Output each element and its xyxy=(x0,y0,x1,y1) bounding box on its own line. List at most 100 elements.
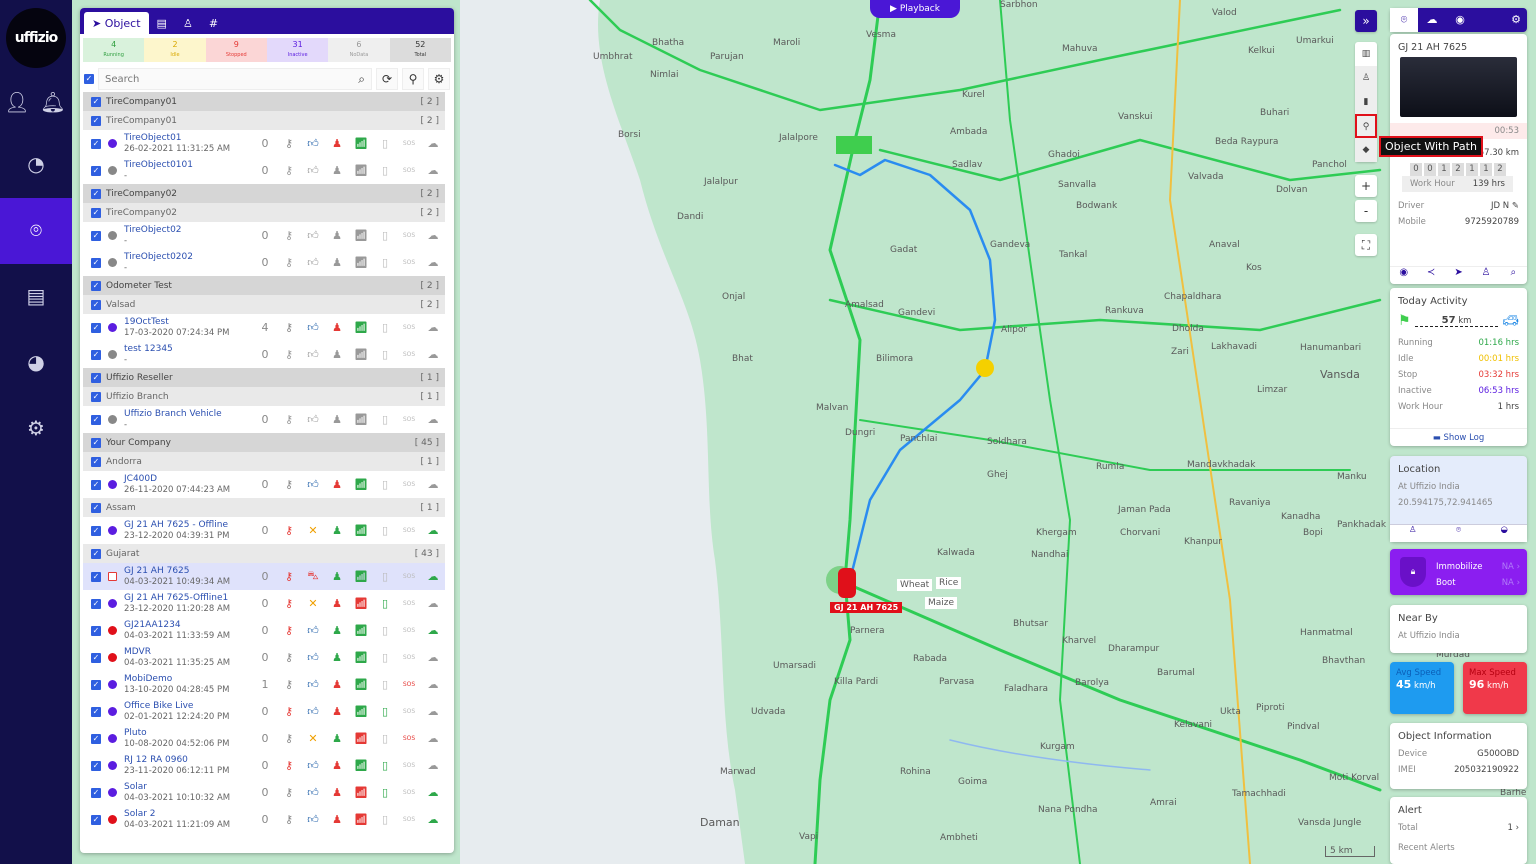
tab-object[interactable]: ➤ Object xyxy=(84,12,149,34)
search-icon[interactable]: ⌕ xyxy=(358,71,365,86)
add-pin-icon[interactable]: ⌾ xyxy=(1455,525,1462,535)
row-checkbox[interactable]: ✓ xyxy=(91,96,101,107)
object-name[interactable]: Office Bike Live xyxy=(124,700,194,711)
grid-icon[interactable]: # xyxy=(208,16,219,30)
object-row[interactable]: ✓ Solar 2 04-03-2021 11:21:09 AM 0 ⚷ 👍︎ ♟ 📶︎ ▯ SO… xyxy=(83,806,445,833)
object-name[interactable]: test 12345 xyxy=(124,343,173,354)
object-name[interactable]: GJ 21 AH 7625 xyxy=(124,565,190,576)
road-icon[interactable]: ▮ xyxy=(1355,90,1377,114)
subgroup-row[interactable]: ✓ TireCompany01 [ 2 ] xyxy=(83,111,445,130)
fullscreen-icon[interactable]: ⛶ xyxy=(1355,234,1377,256)
row-checkbox[interactable]: ✓ xyxy=(91,571,101,582)
sos-icon[interactable]: SOS xyxy=(402,416,416,423)
object-row[interactable]: ✓ TireObject0101- 0 ⚷ 👍︎ ♟ 📶︎ ▯ SOS ☁ xyxy=(83,157,445,184)
subgroup-row[interactable]: ✓ Assam [ 1 ] xyxy=(83,498,445,517)
object-name[interactable]: 19OctTest xyxy=(124,316,169,327)
object-row[interactable]: ✓ Uffizio Branch Vehicle - 0 ⚷ 👍︎ ♟ 📶︎ ▯ SOS ☁ xyxy=(83,406,445,433)
row-checkbox[interactable]: ✓ xyxy=(91,502,101,513)
stat-running[interactable]: 4 Running xyxy=(83,38,145,62)
row-checkbox[interactable]: ✓ xyxy=(91,188,101,199)
sos-icon[interactable]: SOS xyxy=(402,573,416,580)
search-location-icon[interactable]: ⌕ xyxy=(1510,267,1517,278)
sos-icon[interactable]: SOS xyxy=(402,167,416,174)
sos-icon[interactable]: SOS xyxy=(402,324,416,331)
object-row[interactable]: ✓ GJ 21 AH 7625 - Offline 23-12-2020 04:39… xyxy=(83,517,445,544)
object-name[interactable]: Pluto xyxy=(124,727,147,738)
logo[interactable]: uffizio xyxy=(6,8,66,68)
marker-rice[interactable]: Rice xyxy=(936,577,962,589)
object-row[interactable]: ✓ GJ 21 AH 7625 04-03-2021 10:49:34 AM 0 ⚷ ⛍ ♟… xyxy=(83,563,445,590)
stat-inactive[interactable]: 31 Inactive xyxy=(266,38,329,62)
location-pin-icon[interactable]: ⌾ xyxy=(1390,8,1418,32)
stat-nodata[interactable]: 6 NoData xyxy=(328,38,390,62)
object-name[interactable]: GJ 21 AH 7625-Offline1 xyxy=(124,592,229,603)
people-icon[interactable]: ♙ xyxy=(182,16,193,30)
object-row[interactable]: ✓ JC400D 26-11-2020 07:44:23 AM 0 ⚷ 👍︎ ♟ 📶︎ ▯ SOS… xyxy=(83,471,445,498)
group-row[interactable]: ✓ Uffizio Reseller [ 1 ] xyxy=(83,368,445,387)
row-checkbox[interactable]: ✓ xyxy=(91,525,101,536)
row-checkbox[interactable]: ✓ xyxy=(91,257,101,268)
object-name[interactable]: TireObject02 xyxy=(124,224,182,235)
vehicle-map-label[interactable]: GJ 21 AH 7625 xyxy=(830,602,903,613)
sos-icon[interactable]: SOS xyxy=(402,654,416,661)
filter-button[interactable]: ⚲ xyxy=(402,68,424,90)
subgroup-row[interactable]: ✓ Uffizio Branch [ 1 ] xyxy=(83,387,445,406)
settings-button[interactable]: ⚙ xyxy=(428,68,450,90)
sos-icon[interactable]: SOS xyxy=(402,708,416,715)
group-row[interactable]: ✓ TireCompany01 [ 2 ] xyxy=(83,92,445,111)
object-row[interactable]: ✓ MDVR 04-03-2021 11:35:25 AM 0 ⚷ 👍︎ ♟ 📶︎ ▯ SOS ☁ xyxy=(83,644,445,671)
row-checkbox[interactable]: ✓ xyxy=(91,207,101,218)
row-checkbox[interactable]: ✓ xyxy=(91,115,101,126)
object-row[interactable]: ✓ Solar 04-03-2021 10:10:32 AM 0 ⚷ 👍︎ ♟ 📶︎ ▯ SOS ☁ xyxy=(83,779,445,806)
row-checkbox[interactable]: ✓ xyxy=(91,349,101,360)
zoom-out-button[interactable]: - xyxy=(1355,200,1377,222)
subgroup-row[interactable]: ✓ Valsad [ 2 ] xyxy=(83,295,445,314)
sos-icon[interactable]: SOS xyxy=(402,527,416,534)
row-checkbox[interactable]: ✓ xyxy=(91,165,101,176)
object-with-path-icon[interactable]: ⚲ xyxy=(1355,114,1377,138)
subgroup-row[interactable]: ✓ TireCompany02 [ 2 ] xyxy=(83,203,445,222)
sos-icon[interactable]: SOS xyxy=(402,600,416,607)
zoom-in-button[interactable]: + xyxy=(1355,175,1377,197)
object-name[interactable]: MobiDemo xyxy=(124,673,173,684)
subgroup-row[interactable]: ✓ Gujarat [ 43 ] xyxy=(83,544,445,563)
person-pin-icon[interactable]: ♙ xyxy=(1409,525,1417,535)
object-name[interactable]: Solar 2 xyxy=(124,808,156,819)
object-row[interactable]: ✓ TireObject01 26-02-2021 11:31:25 AM 0 ⚷ 👍︎ ♟… xyxy=(83,130,445,157)
object-name[interactable]: TireObject0101 xyxy=(124,159,193,170)
row-checkbox[interactable]: ✓ xyxy=(91,598,101,609)
object-name[interactable]: RJ 12 RA 0960 xyxy=(124,754,188,765)
object-name[interactable]: JC400D xyxy=(124,473,158,484)
sos-icon[interactable]: SOS xyxy=(402,351,416,358)
playback-button[interactable]: ▶ Playback xyxy=(870,0,960,18)
settings-icon[interactable]: ⚙ xyxy=(27,416,45,440)
sos-icon[interactable]: SOS xyxy=(402,681,416,688)
navigate-icon[interactable]: ➤ xyxy=(1454,267,1463,278)
alert-total-row[interactable]: Total 1 › xyxy=(1390,820,1527,836)
group-row[interactable]: ✓ Your Company [ 45 ] xyxy=(83,433,445,452)
object-row[interactable]: ✓ TireObject02- 0 ⚷ 👍︎ ♟ 📶︎ ▯ SOS ☁ xyxy=(83,222,445,249)
row-checkbox[interactable]: ✓ xyxy=(91,437,101,448)
object-row[interactable]: ✓ MobiDemo 13-10-2020 04:28:45 PM 1 ⚷ 👍︎ ♟ 📶︎ ▯ S… xyxy=(83,671,445,698)
row-checkbox[interactable]: ✓ xyxy=(91,733,101,744)
row-checkbox[interactable]: ✓ xyxy=(91,230,101,241)
share-icon[interactable]: ≺ xyxy=(1426,267,1436,278)
show-log-button[interactable]: ▬ Show Log xyxy=(1390,428,1527,446)
refresh-button[interactable]: ⟳ xyxy=(376,68,398,90)
object-row[interactable]: ✓ GJ21AA1234 04-03-2021 11:33:59 AM 0 ⚷ 👍︎ ♟ 📶︎… xyxy=(83,617,445,644)
row-checkbox[interactable]: ✓ xyxy=(91,391,101,402)
sos-icon[interactable]: SOS xyxy=(402,762,416,769)
row-checkbox[interactable]: ✓ xyxy=(91,652,101,663)
row-checkbox[interactable]: ✓ xyxy=(91,456,101,467)
object-name[interactable]: MDVR xyxy=(124,646,151,657)
stat-idle[interactable]: 2 Idle xyxy=(144,38,206,62)
object-name[interactable]: TireObject01 xyxy=(124,132,182,143)
row-checkbox[interactable]: ✓ xyxy=(91,322,101,333)
sos-icon[interactable]: SOS xyxy=(402,259,416,266)
stat-total[interactable]: 52 Total xyxy=(389,38,451,62)
sos-icon[interactable]: SOS xyxy=(402,735,416,742)
sos-icon[interactable]: SOS xyxy=(402,481,416,488)
chevrons-right-icon[interactable]: » xyxy=(1355,10,1377,32)
group-row[interactable]: ✓ Odometer Test [ 2 ] xyxy=(83,276,445,295)
document-icon[interactable]: ▤ xyxy=(156,16,167,30)
